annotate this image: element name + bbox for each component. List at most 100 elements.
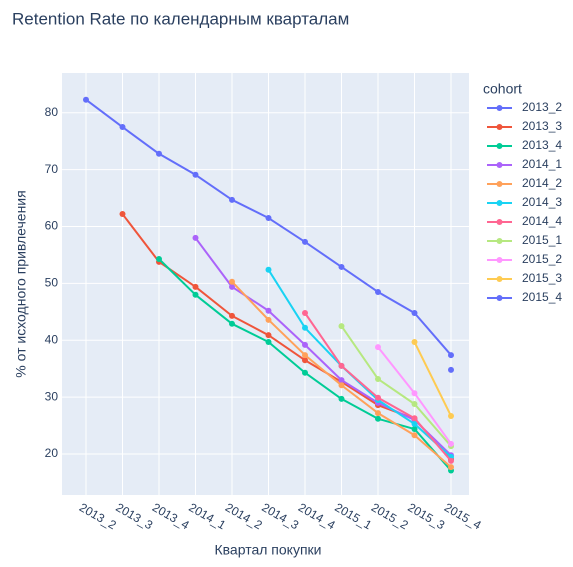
legend-label: 2014_2 <box>522 176 562 190</box>
x-tick-label: 2014_1 <box>186 500 228 532</box>
data-point <box>83 96 89 103</box>
data-point <box>411 426 418 433</box>
y-tick-label: 20 <box>45 446 59 460</box>
x-tick-label: 2014_2 <box>223 500 265 532</box>
legend-label: 2013_3 <box>522 119 562 133</box>
data-point <box>265 316 272 323</box>
data-point <box>375 375 381 382</box>
data-point <box>119 124 126 131</box>
y-tick-label: 40 <box>45 332 59 346</box>
data-point <box>338 263 345 270</box>
data-point <box>302 369 308 376</box>
data-point <box>229 312 235 319</box>
data-point <box>448 457 454 464</box>
x-tick-label: 2014_4 <box>296 500 338 532</box>
data-point <box>338 382 345 389</box>
data-point <box>375 415 381 422</box>
data-point <box>411 310 418 317</box>
data-point <box>302 324 308 331</box>
legend-label: 2013_4 <box>522 138 562 152</box>
chart-title: Retention Rate по календарным кварталам <box>12 9 349 28</box>
data-point <box>302 357 308 364</box>
data-point <box>192 171 199 178</box>
data-point <box>448 440 454 447</box>
data-point <box>375 344 381 351</box>
data-point <box>265 307 272 314</box>
legend-marker <box>496 200 503 206</box>
legend-label: 2015_1 <box>522 233 562 247</box>
legend-label: 2014_4 <box>522 214 562 228</box>
series-line <box>194 237 452 456</box>
legend-marker <box>496 238 503 244</box>
data-point <box>375 410 381 417</box>
data-point <box>448 366 454 373</box>
data-point <box>338 362 345 369</box>
legend-label: 2015_2 <box>522 252 562 266</box>
legend-label: 2015_4 <box>522 290 562 304</box>
x-tick-label: 2015_4 <box>442 500 484 532</box>
data-point <box>411 401 418 408</box>
data-point <box>156 255 162 262</box>
data-point <box>265 332 272 339</box>
legend-marker <box>496 219 503 225</box>
x-tick-label: 2014_3 <box>259 500 301 532</box>
data-point <box>229 283 235 290</box>
legend-marker <box>496 257 503 263</box>
data-point <box>192 291 199 298</box>
y-tick-label: 50 <box>45 276 59 290</box>
data-point <box>411 415 418 422</box>
data-point <box>448 352 454 359</box>
series-line <box>413 341 452 417</box>
data-point <box>411 339 418 346</box>
legend-marker <box>496 276 503 282</box>
x-tick-label: 2015_3 <box>405 500 447 532</box>
legend-marker <box>496 143 503 149</box>
data-point <box>338 395 345 402</box>
data-point <box>265 215 272 222</box>
data-point <box>119 211 126 218</box>
series-line <box>340 325 452 447</box>
data-point <box>156 150 162 157</box>
data-point <box>192 234 199 241</box>
data-point <box>265 266 272 273</box>
y-tick-label: 70 <box>45 162 59 176</box>
legend-marker <box>496 295 503 301</box>
data-point <box>448 412 454 419</box>
y-tick-label: 60 <box>45 219 59 233</box>
legend-label: 2015_3 <box>522 271 562 285</box>
data-point <box>192 283 199 290</box>
legend-marker <box>496 105 503 111</box>
data-point <box>302 341 308 348</box>
x-tick-label: 2015_2 <box>369 500 411 532</box>
legend-marker <box>496 181 503 187</box>
data-point <box>229 278 235 285</box>
y-tick-label: 30 <box>45 389 59 403</box>
data-point <box>302 310 308 317</box>
data-point <box>338 323 345 330</box>
data-point <box>375 394 381 401</box>
data-point <box>448 464 454 471</box>
data-point <box>265 339 272 346</box>
data-point <box>229 196 235 203</box>
data-point <box>411 390 418 397</box>
x-axis-label: Квартал покупки <box>215 542 322 558</box>
legend-marker <box>496 124 503 130</box>
data-point <box>375 288 381 295</box>
data-point <box>411 420 418 427</box>
x-tick-label: 2013_4 <box>150 500 192 532</box>
y-tick-label: 80 <box>45 105 59 119</box>
data-point <box>411 432 418 439</box>
x-tick-label: 2015_1 <box>332 500 374 532</box>
legend-title: cohort <box>483 81 522 97</box>
x-tick-label: 2013_2 <box>77 500 119 532</box>
data-point <box>338 377 345 384</box>
legend-label: 2014_3 <box>522 195 562 209</box>
legend-label: 2014_1 <box>522 157 562 171</box>
y-axis-label: % от исходного привлечения <box>13 190 29 377</box>
legend-marker <box>496 162 503 168</box>
legend-label: 2013_2 <box>522 100 562 114</box>
data-point <box>302 238 308 245</box>
data-point <box>229 320 235 327</box>
x-tick-label: 2013_3 <box>113 500 155 532</box>
